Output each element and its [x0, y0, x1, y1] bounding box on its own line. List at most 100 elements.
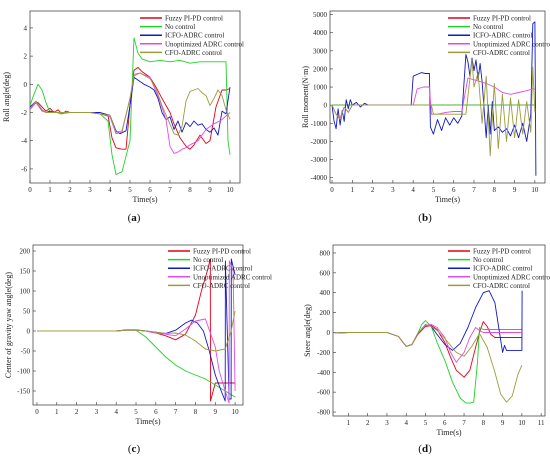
- legend-label-nocontrol: No control: [473, 23, 503, 31]
- x-tick-label: 5: [424, 419, 428, 427]
- x-tick-label: 7: [472, 186, 476, 194]
- x-tick-label: 6: [148, 186, 152, 194]
- plot-area: [329, 10, 546, 184]
- y-tick-label: 2000: [313, 65, 328, 73]
- x-tick-label: 2: [371, 186, 375, 194]
- x-tick-label: 6: [443, 419, 447, 427]
- panel-caption: (c): [128, 443, 141, 455]
- chart-panel-c: 0 1 2 3 4 5 6 7 8 9 10 -150 -100 -50 0 50 100 150 200 Time(…: [4, 244, 272, 455]
- x-tick-label: 6: [452, 186, 456, 194]
- y-tick-label: 2: [24, 53, 28, 61]
- y-tick-label: 5000: [313, 11, 328, 19]
- legend-label-icfo: ICFO-ADRC control: [473, 265, 532, 273]
- y-tick-label: 100: [20, 288, 31, 296]
- legend-label-cfo: CFO-ADRC control: [473, 282, 530, 290]
- y-axis-label: Roll moment(N·m): [301, 66, 310, 128]
- x-tick-label: 10: [531, 186, 539, 194]
- series-line-cfo: [37, 310, 236, 352]
- y-tick-label: -4000: [311, 174, 328, 182]
- x-tick-label: 0: [330, 186, 334, 194]
- y-tick-label: -1000: [311, 120, 328, 128]
- x-tick-label: 3: [95, 408, 99, 416]
- x-tick-label: 7: [174, 408, 178, 416]
- plot-area: [29, 10, 241, 184]
- y-tick-label: -2000: [311, 138, 328, 146]
- y-tick-label: -4: [21, 137, 27, 145]
- series-group: [30, 37, 231, 175]
- legend-label-unopt: Unoptimized ADRC control: [165, 40, 244, 48]
- legend-label-cfo: CFO-ADRC control: [473, 49, 530, 57]
- series-line-unopt: [334, 324, 522, 363]
- legend-label-cfo: CFO-ADRC control: [165, 49, 222, 57]
- y-tick-label: 0: [327, 329, 331, 337]
- y-tick-label: 800: [320, 249, 331, 257]
- x-tick-label: 7: [168, 186, 172, 194]
- y-tick-label: -3000: [311, 156, 328, 164]
- x-tick-label: 4: [108, 186, 112, 194]
- x-tick-label: 2: [75, 408, 79, 416]
- x-tick-label: 4: [404, 419, 408, 427]
- x-tick-label: 1: [351, 186, 355, 194]
- x-tick-label: 8: [188, 186, 192, 194]
- x-tick-label: 3: [385, 419, 389, 427]
- series-line-nocontrol: [37, 329, 236, 398]
- series-line-cfo: [331, 59, 536, 157]
- y-tick-label: -150: [17, 388, 30, 396]
- legend-label-unopt: Unoptimized ADRC control: [473, 40, 550, 48]
- y-tick-label: 3000: [313, 47, 328, 55]
- legend-label-nocontrol: No control: [193, 256, 223, 264]
- series-line-cfo: [334, 324, 523, 403]
- y-tick-label: 600: [320, 269, 331, 277]
- x-tick-label: 8: [194, 408, 198, 416]
- x-axis-label: Time(s): [132, 195, 157, 204]
- y-tick-label: -600: [317, 389, 330, 397]
- legend-label-fuzzy: Fuzzy PI-PD control: [473, 248, 531, 256]
- x-tick-label: 1: [55, 408, 59, 416]
- x-axis-label: Time(s): [436, 428, 461, 437]
- legend-label-fuzzy: Fuzzy PI-PD control: [165, 15, 223, 23]
- x-tick-label: 2: [68, 186, 72, 194]
- legend-label-fuzzy: Fuzzy PI-PD control: [473, 15, 531, 23]
- y-tick-label: -100: [17, 368, 30, 376]
- y-tick-label: 0: [27, 328, 31, 336]
- y-tick-label: 0: [324, 102, 328, 110]
- y-tick-label: 50: [23, 308, 31, 316]
- y-tick-label: 0: [24, 81, 28, 89]
- y-tick-label: 4000: [313, 29, 328, 37]
- x-tick-label: 5: [432, 186, 436, 194]
- x-axis-label: Time(s): [435, 195, 460, 204]
- x-tick-label: 8: [482, 419, 486, 427]
- legend-label-unopt: Unoptimized ADRC control: [193, 273, 272, 281]
- y-axis-label: Roll angle(deg): [2, 72, 11, 122]
- legend-label-fuzzy: Fuzzy PI-PD control: [193, 248, 251, 256]
- x-tick-label: 10: [518, 419, 526, 427]
- series-group: [37, 258, 236, 404]
- x-tick-label: 0: [35, 408, 39, 416]
- series-line-cfo: [30, 72, 231, 136]
- y-axis-label: Steer angle(deg): [303, 304, 312, 357]
- x-tick-label: 4: [411, 186, 415, 194]
- x-tick-label: 3: [391, 186, 395, 194]
- y-tick-label: -50: [21, 348, 31, 356]
- x-tick-label: 9: [214, 408, 218, 416]
- chart-panel-a: 0 1 2 3 4 5 6 7 8 9 10 -6 -4 -2 0 2 4 Time(s) Roll angle(d…: [2, 10, 244, 224]
- panel-caption: (d): [418, 443, 432, 455]
- legend-label-cfo: CFO-ADRC control: [193, 282, 250, 290]
- panel-caption: (a): [128, 212, 141, 224]
- x-tick-label: 5: [134, 408, 138, 416]
- x-tick-label: 4: [114, 408, 118, 416]
- series-line-icfo: [30, 76, 231, 136]
- x-tick-label: 0: [28, 186, 32, 194]
- y-tick-label: 200: [20, 248, 31, 256]
- y-tick-label: -200: [317, 349, 330, 357]
- y-tick-label: -2: [21, 109, 27, 117]
- x-tick-label: 8: [493, 186, 497, 194]
- y-tick-label: 1000: [313, 84, 328, 92]
- y-tick-label: 200: [320, 309, 331, 317]
- panel-caption: (b): [418, 212, 432, 224]
- y-tick-label: -400: [317, 369, 330, 377]
- x-tick-label: 10: [232, 408, 240, 416]
- chart-panel-b: 0 1 2 3 4 5 6 7 8 9 10 -4000 -3000 -2000 -1000 0 1000 200…: [301, 10, 550, 224]
